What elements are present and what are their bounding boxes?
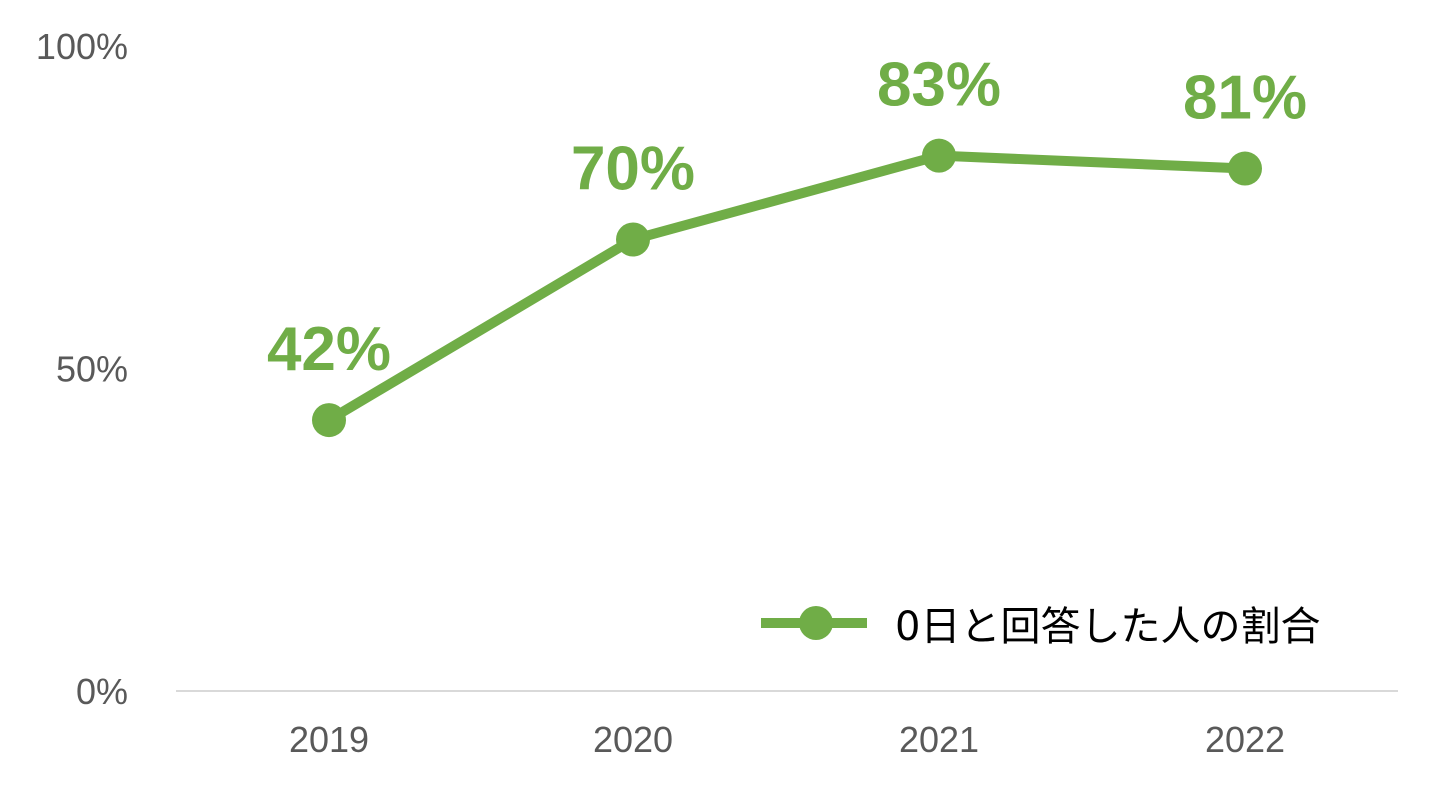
legend-marker-swatch bbox=[799, 606, 833, 640]
y-tick-label: 50% bbox=[56, 349, 128, 390]
data-point bbox=[616, 222, 650, 257]
legend-label: 0日と回答した人の割合 bbox=[895, 604, 1320, 650]
y-tick-label: 100% bbox=[36, 26, 128, 67]
series-line bbox=[324, 150, 1250, 426]
data-labels: 42% 70% 83% 81% bbox=[267, 51, 1307, 384]
series-group bbox=[312, 138, 1262, 438]
x-tick-label: 2021 bbox=[899, 719, 979, 760]
legend: 0日と回答した人の割合 bbox=[761, 604, 1320, 650]
data-point bbox=[312, 403, 346, 438]
y-tick-label: 0% bbox=[76, 671, 128, 712]
data-point bbox=[922, 138, 956, 173]
x-tick-label: 2019 bbox=[289, 719, 369, 760]
data-label: 42% bbox=[267, 315, 391, 384]
x-axis-ticks: 2019 2020 2021 2022 bbox=[289, 719, 1285, 760]
x-tick-label: 2022 bbox=[1205, 719, 1285, 760]
data-label: 83% bbox=[877, 51, 1001, 120]
x-tick-label: 2020 bbox=[593, 719, 673, 760]
data-label: 81% bbox=[1183, 64, 1307, 133]
data-point bbox=[1228, 151, 1262, 186]
y-axis-ticks: 0% 50% 100% bbox=[36, 26, 128, 712]
data-label: 70% bbox=[571, 135, 695, 204]
